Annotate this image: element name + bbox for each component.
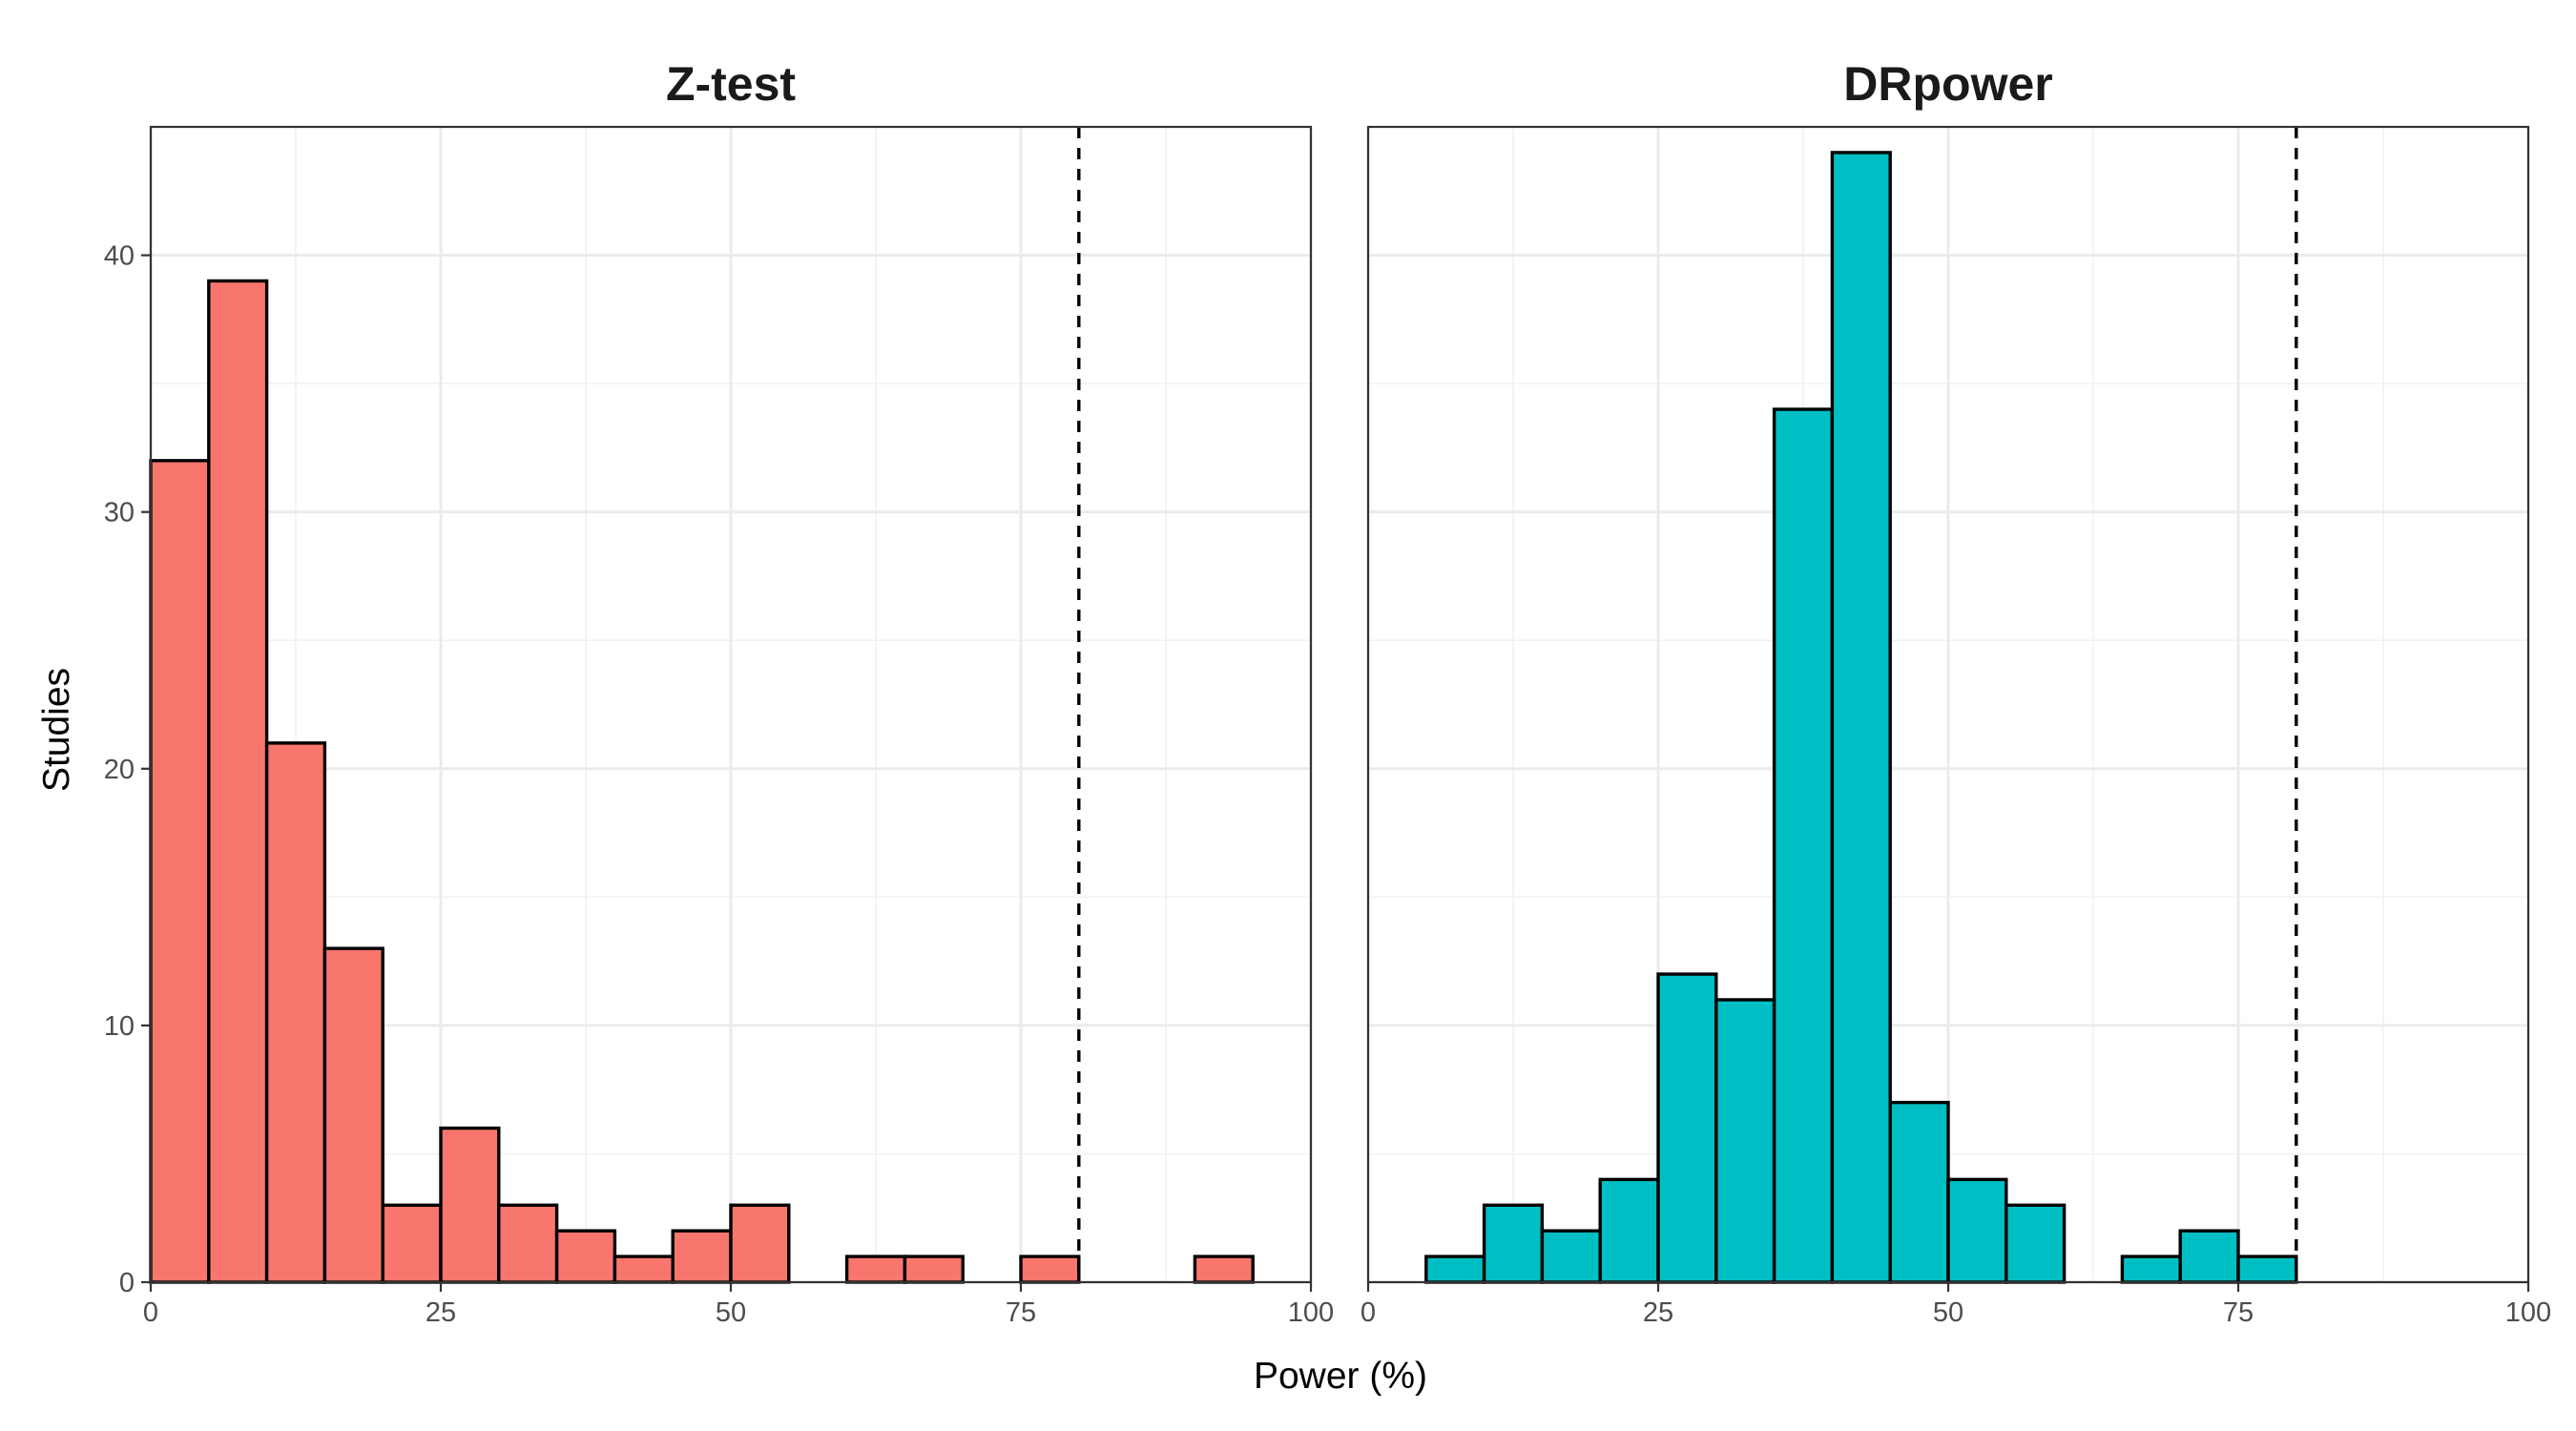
histogram-bar xyxy=(903,1255,965,1284)
histogram-bar xyxy=(613,1255,675,1284)
histogram-bar xyxy=(554,1229,617,1284)
histogram-bar xyxy=(2120,1255,2182,1284)
histogram-bar xyxy=(1714,998,1776,1284)
histogram-bar xyxy=(1656,972,1718,1284)
x-tick-label: 50 xyxy=(1933,1297,1963,1328)
histogram-bar xyxy=(1019,1255,1081,1284)
histogram-bar xyxy=(381,1203,443,1284)
x-tick-label: 100 xyxy=(1288,1297,1334,1328)
histogram-bar xyxy=(729,1203,791,1284)
y-tick-label: 40 xyxy=(104,241,135,272)
panels-layer: Z-test 0 25 50 75 100 0 10 20 30 40 DRpower 0 25 50 75 1… xyxy=(104,57,2551,1328)
y-axis-title: Studies xyxy=(36,668,77,792)
x-tick-label: 25 xyxy=(426,1297,456,1328)
panel-drpower: DRpower 0 25 50 75 100 xyxy=(1361,57,2551,1328)
histogram-bar xyxy=(1888,1100,1950,1284)
y-tick-label: 0 xyxy=(119,1268,135,1298)
histogram-bar xyxy=(1424,1255,1486,1284)
x-tick-label: 0 xyxy=(143,1297,158,1328)
histogram-bar xyxy=(322,946,384,1284)
y-tick-label: 30 xyxy=(104,498,135,529)
histogram-bar xyxy=(1540,1229,1602,1284)
histogram-bar xyxy=(264,741,327,1284)
histogram-bar xyxy=(844,1255,907,1284)
histogram-bar xyxy=(671,1229,733,1284)
x-axis-title: Power (%) xyxy=(1254,1356,1427,1397)
histogram-bar xyxy=(1598,1177,1660,1284)
histogram-bar xyxy=(207,279,269,1284)
x-tick-label: 0 xyxy=(1361,1297,1376,1328)
histogram-bar xyxy=(1830,151,1892,1284)
histogram-bar xyxy=(439,1126,501,1284)
histogram-bar xyxy=(1482,1203,1545,1284)
x-tick-label: 75 xyxy=(2223,1297,2254,1328)
y-tick-label: 20 xyxy=(104,755,135,785)
histogram-bar xyxy=(1193,1255,1255,1284)
panel-title: DRpower xyxy=(1843,57,2052,111)
y-tick-label: 10 xyxy=(104,1011,135,1042)
histogram-bar xyxy=(1772,407,1835,1284)
x-tick-label: 75 xyxy=(1006,1297,1036,1328)
x-tick-label: 25 xyxy=(1643,1297,1673,1328)
x-tick-label: 50 xyxy=(716,1297,746,1328)
histogram-bar xyxy=(497,1203,559,1284)
histogram-bar xyxy=(149,459,211,1284)
histogram-bar xyxy=(2178,1229,2240,1284)
x-tick-label: 100 xyxy=(2505,1297,2551,1328)
histogram-bar xyxy=(2236,1255,2298,1284)
panel-title: Z-test xyxy=(666,57,796,111)
panel-z-test: Z-test 0 25 50 75 100 0 10 20 30 40 xyxy=(104,57,1334,1328)
histogram-bar xyxy=(2005,1203,2067,1284)
histogram-bar xyxy=(1946,1177,2008,1284)
